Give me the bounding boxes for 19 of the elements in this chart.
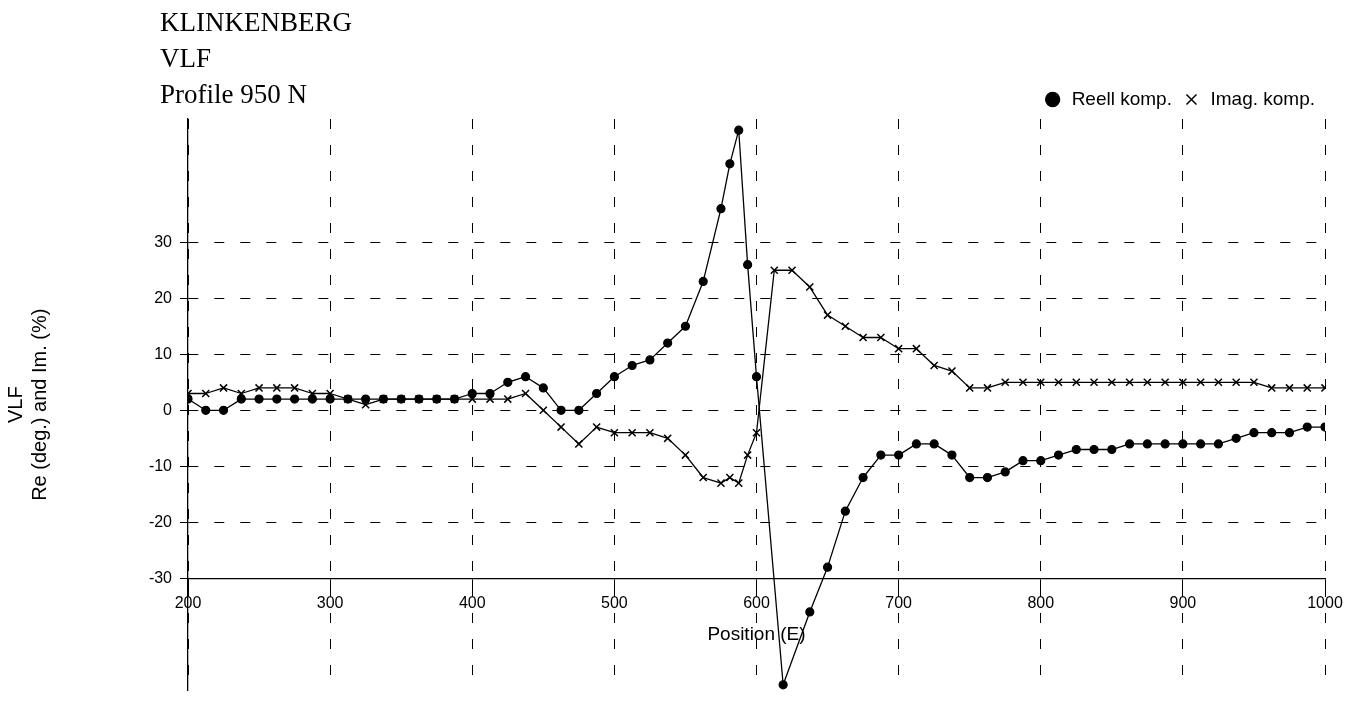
legend-label: Reell komp.	[1071, 87, 1172, 109]
chart-title: KLINKENBERG VLF Profile 950 N	[160, 6, 352, 111]
x-tick-label: 700	[885, 594, 913, 612]
y-tick-label: -30	[148, 568, 173, 586]
x-tick-label: 600	[743, 594, 770, 612]
y-tick-label: 0	[163, 400, 173, 418]
y-tick-label: -20	[148, 512, 173, 530]
x-tick-label: 900	[1169, 594, 1197, 612]
y-axis-title: VLF Re (deg.) and Im. (%)	[3, 308, 50, 501]
x-tick-label: 500	[601, 594, 628, 612]
x-tick-label: 800	[1027, 594, 1055, 612]
legend-label: Imag. komp.	[1210, 87, 1316, 109]
y-tick-label: 30	[154, 232, 173, 250]
y-tick-label: -10	[148, 456, 173, 474]
x-tick-label: 400	[458, 594, 486, 612]
x-tick-label: 1000	[1307, 594, 1343, 612]
y-tick-label: 10	[154, 344, 173, 362]
x-tick-label: 300	[316, 594, 344, 612]
y-tick-label: 20	[154, 288, 173, 306]
